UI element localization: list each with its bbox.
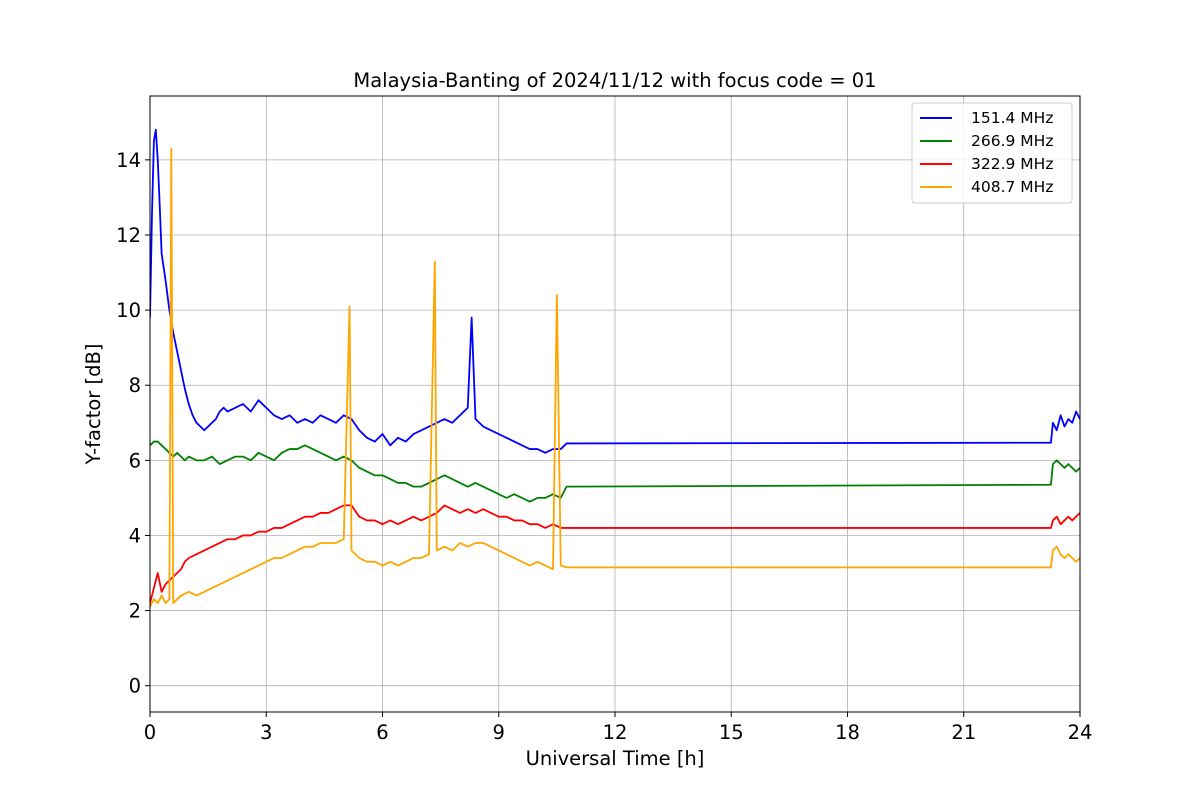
- x-tick-label: 21: [951, 721, 976, 744]
- y-axis-label: Y-factor [dB]: [82, 344, 105, 466]
- y-tick-label: 0: [129, 675, 141, 698]
- y-tick-label: 4: [129, 524, 141, 547]
- legend: 151.4 MHz 266.9 MHz 322.9 MHz 408.7 MHz: [911, 102, 1073, 204]
- series-line-2: [150, 504, 1080, 604]
- legend-label-0: 151.4 MHz: [971, 109, 1053, 127]
- y-tick-label: 12: [116, 224, 141, 247]
- legend-label-1: 266.9 MHz: [971, 132, 1053, 150]
- legend-box: [911, 102, 1073, 204]
- series-line-3: [150, 147, 1080, 608]
- x-tick-label: 6: [376, 721, 388, 744]
- y-tick-label: 2: [129, 600, 141, 623]
- legend-label-2: 322.9 MHz: [971, 155, 1053, 173]
- legend-label-3: 408.7 MHz: [971, 178, 1053, 196]
- series-line-1: [150, 440, 1080, 503]
- chart-title: Malaysia-Banting of 2024/11/12 with focu…: [353, 69, 876, 92]
- x-tick-label: 9: [493, 721, 505, 744]
- x-tick-label: 12: [603, 721, 628, 744]
- y-tick-label: 10: [116, 299, 141, 322]
- x-tick-label: 3: [260, 721, 272, 744]
- x-axis-label: Universal Time [h]: [526, 747, 705, 770]
- y-tick-label: 8: [129, 374, 141, 397]
- series-group: [150, 128, 1080, 608]
- x-tick-label: 18: [835, 721, 860, 744]
- x-tick-label: 24: [1068, 721, 1093, 744]
- x-tick-label: 15: [719, 721, 744, 744]
- y-tick-label: 6: [129, 449, 141, 472]
- y-tick-label: 14: [116, 149, 141, 172]
- x-tick-label: 0: [144, 721, 156, 744]
